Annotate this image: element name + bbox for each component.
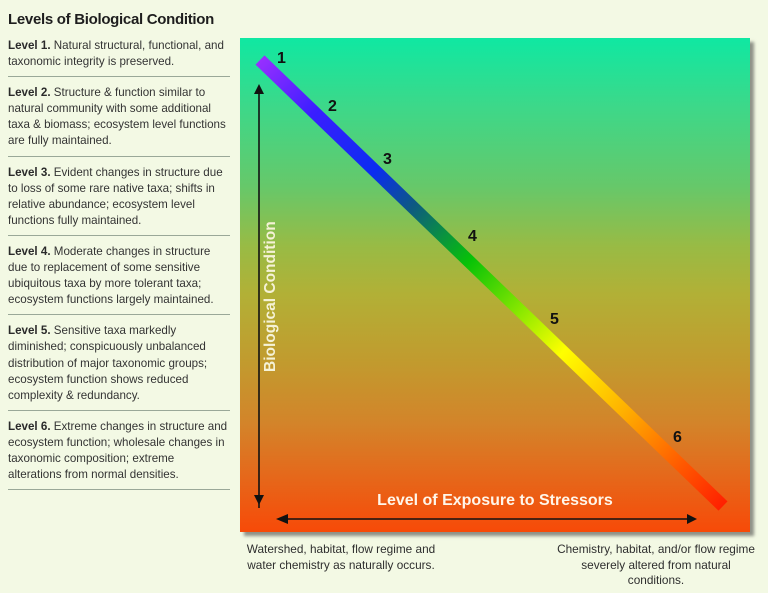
gradient-panel (240, 38, 750, 532)
y-axis-label: Biological Condition (262, 221, 279, 372)
level-2-text: Structure & function similar to natural … (8, 86, 226, 148)
marker-2: 2 (328, 98, 337, 115)
level-5-description: Level 5. Sensitive taxa markedly diminis… (8, 323, 230, 411)
level-4-text: Moderate changes in structure due to rep… (8, 244, 214, 307)
level-2-label: Level 2. (8, 86, 51, 100)
level-1-label: Level 1. (8, 39, 51, 52)
level-3-text: Evident changes in structure due to loss… (8, 165, 223, 227)
levels-legend: Level 1. Natural structural, functional,… (8, 38, 230, 498)
marker-3: 3 (383, 151, 392, 168)
level-3-label: Level 3. (8, 165, 51, 179)
level-1-text: Natural structural, functional, and taxo… (8, 39, 224, 69)
x-axis-label: Level of Exposure to Stressors (377, 492, 613, 509)
marker-6: 6 (673, 429, 682, 446)
level-4-label: Level 4. (8, 244, 51, 258)
level-5-text: Sensitive taxa markedly diminished; cons… (8, 324, 208, 402)
level-3-description: Level 3. Evident changes in structure du… (8, 165, 230, 236)
level-1-description: Level 1. Natural structural, functional,… (8, 38, 230, 78)
marker-4: 4 (468, 228, 477, 245)
level-6-description: Level 6. Extreme changes in structure an… (8, 419, 230, 491)
caption-natural-conditions: Watershed, habitat, flow regime and wate… (246, 542, 436, 572)
marker-5: 5 (550, 311, 559, 328)
level-4-description: Level 4. Moderate changes in structure d… (8, 244, 230, 316)
arrowhead-left-icon (276, 514, 288, 524)
page-title: Levels of Biological Condition (8, 11, 215, 28)
level-6-text: Extreme changes in structure and ecosyst… (8, 419, 228, 482)
level-6-label: Level 6. (8, 419, 51, 433)
caption-altered-conditions: Chemistry, habitat, and/or flow regime s… (557, 542, 755, 587)
marker-1: 1 (277, 50, 286, 67)
level-2-description: Level 2. Structure & function similar to… (8, 85, 230, 157)
arrowhead-down-icon (254, 495, 264, 505)
condition-gradient-bar (255, 55, 728, 511)
diagram-graphics (254, 55, 728, 524)
level-5-label: Level 5. (8, 324, 51, 338)
